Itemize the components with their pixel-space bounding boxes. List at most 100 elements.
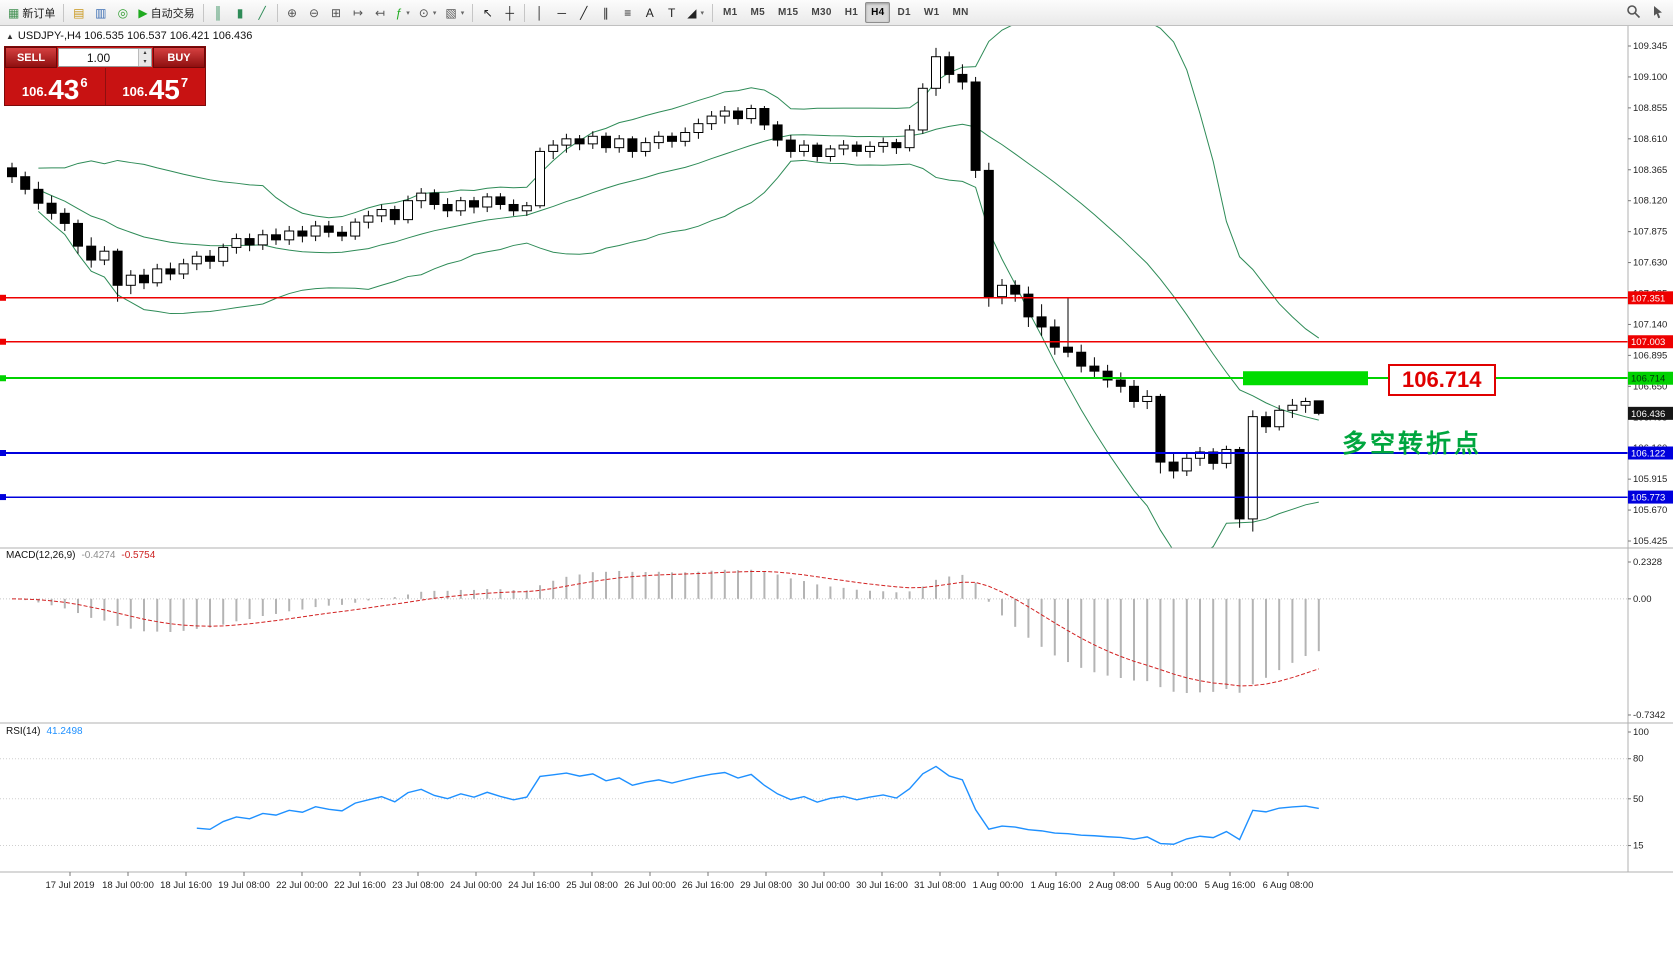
chevron-down-icon[interactable]: ▾ <box>406 9 410 17</box>
symbol-search-button[interactable] <box>1622 2 1645 23</box>
pivot-highlight-rect[interactable] <box>1243 371 1368 386</box>
crosshair-icon: ┼ <box>505 5 514 20</box>
toolbar: ▦ 新订单 ▤ ▥ ◎ ▶ 自动交易 ║ ▮ ╱ ⊕ ⊖ ⊞ ↦ ↤ ƒ ▾ ⊙ ▾ ▧ ▾ ↖ ┼ │ ─ ╱ ∥ ≡ A T ◢ ▾ M1 M… <box>0 0 1673 26</box>
timeframe-m15-button[interactable]: M15 <box>777 7 799 18</box>
navigator-button[interactable]: ◎ <box>112 2 133 23</box>
price-tick-label: 105.670 <box>1633 505 1667 516</box>
fibonacci-button[interactable]: ≡ <box>617 2 638 23</box>
macd-scale[interactable]: 0.2328 0.00 -0.7342 <box>1628 557 1665 721</box>
chevron-down-icon[interactable]: ▾ <box>460 9 465 17</box>
data-window-icon: ▥ <box>95 5 107 20</box>
data-window-button[interactable]: ▥ <box>90 2 111 23</box>
indicators-button[interactable]: ƒ ▾ <box>392 2 414 23</box>
chart-shift-button[interactable]: ↤ <box>370 2 391 23</box>
price-tag-resistance-2[interactable]: 107.003 <box>1628 335 1673 349</box>
bar-chart-button[interactable]: ║ <box>208 2 229 23</box>
buy-price-pips: 45 <box>148 74 180 105</box>
trendline-button[interactable]: ╱ <box>573 2 594 23</box>
price-tick-label: 108.610 <box>1633 134 1667 145</box>
sell-button[interactable]: SELL <box>5 47 57 68</box>
toolbar-separator <box>276 3 278 22</box>
volume-stepper[interactable]: 1.00 ▴ ▾ <box>58 48 152 67</box>
equidistant-channel-icon: ∥ <box>602 5 609 20</box>
time-tick-label: 25 Jul 08:00 <box>566 880 618 891</box>
tile-windows-icon: ⊞ <box>331 5 342 20</box>
support-line-2-anchor[interactable] <box>0 494 6 501</box>
arrows-button[interactable]: ◢ ▾ <box>683 2 708 23</box>
crosshair-button[interactable]: ┼ <box>499 2 520 23</box>
time-tick-label: 22 Jul 16:00 <box>334 880 386 891</box>
pivot-line-anchor[interactable] <box>0 375 6 382</box>
equidistant-channel-button[interactable]: ∥ <box>595 2 616 23</box>
price-tick-label: 108.855 <box>1633 103 1667 114</box>
sell-price-prefix: 106. <box>21 84 48 99</box>
horizontal-line-button[interactable]: ─ <box>551 2 572 23</box>
timeframe-h4-button[interactable]: H4 <box>865 2 891 23</box>
market-watch-button[interactable]: ▤ <box>68 2 89 23</box>
line-chart-button[interactable]: ╱ <box>252 2 273 23</box>
resistance-line-1-anchor[interactable] <box>0 294 6 301</box>
buy-price[interactable]: 106. 45 7 <box>106 68 206 105</box>
support-line-1-anchor[interactable] <box>0 450 6 457</box>
text-label-button[interactable]: T <box>661 2 682 23</box>
market-watch-icon: ▤ <box>73 5 85 20</box>
sell-price[interactable]: 106. 43 6 <box>5 68 105 105</box>
quick-navigation-button[interactable] <box>1647 2 1669 23</box>
price-tick-label: 108.120 <box>1633 196 1667 207</box>
buy-button[interactable]: BUY <box>153 47 205 68</box>
price-tag-pivot[interactable]: 106.714 <box>1628 371 1673 385</box>
time-tick-label: 30 Jul 00:00 <box>798 880 850 891</box>
time-scale[interactable]: 17 Jul 2019 18 Jul 00:00 18 Jul 16:00 19 Ju… <box>45 872 1313 891</box>
timeframe-d1-button[interactable]: D1 <box>897 7 911 18</box>
zoom-out-button[interactable]: ⊖ <box>304 2 325 23</box>
buy-price-point: 7 <box>180 75 189 90</box>
vertical-line-button[interactable]: │ <box>529 2 550 23</box>
turning-point-annotation[interactable]: 多空转折点 <box>1342 430 1483 458</box>
time-tick-label: 18 Jul 00:00 <box>102 880 154 891</box>
price-tag-resistance-1[interactable]: 107.351 <box>1628 291 1673 305</box>
volume-decrease-button[interactable]: ▾ <box>139 57 151 66</box>
price-tick-label: 109.100 <box>1633 72 1667 83</box>
price-tick-label: 106.650 <box>1633 381 1667 392</box>
candlestick-chart-button[interactable]: ▮ <box>230 2 251 23</box>
timeframe-m1-button[interactable]: M1 <box>722 7 738 18</box>
time-tick-label: 24 Jul 00:00 <box>450 880 502 891</box>
chevron-down-icon[interactable]: ▾ <box>432 9 437 17</box>
macd-title: MACD(12,26,9) <box>6 550 76 561</box>
price-tick-label: 106.895 <box>1633 350 1667 361</box>
time-tick-label: 2 Aug 08:00 <box>1089 880 1140 891</box>
volume-increase-button[interactable]: ▴ <box>139 49 151 58</box>
resistance-line-2-anchor[interactable] <box>0 338 6 345</box>
templates-button[interactable]: ▧ ▾ <box>441 2 468 23</box>
pivot-price-callout[interactable]: 106.714 <box>1388 364 1496 396</box>
zoom-in-button[interactable]: ⊕ <box>282 2 303 23</box>
text-label-icon: T <box>668 5 676 20</box>
tile-windows-button[interactable]: ⊞ <box>326 2 347 23</box>
chart-area: 109.345 109.100 108.855 108.610 108.365 108.1… <box>0 26 1673 953</box>
current-price-tag[interactable]: 106.436 <box>1628 406 1673 420</box>
svg-text:107.351: 107.351 <box>1631 293 1665 304</box>
indicators-icon: ƒ <box>395 5 403 20</box>
timeframe-m30-button[interactable]: M30 <box>811 7 832 18</box>
cursor-button[interactable]: ↖ <box>477 2 498 23</box>
toolbar-separator <box>472 3 474 22</box>
line-chart-icon: ╱ <box>258 5 266 20</box>
periods-button[interactable]: ⊙ ▾ <box>415 2 441 23</box>
timeframe-w1-button[interactable]: W1 <box>923 7 940 18</box>
rsi-line <box>196 765 1319 845</box>
chevron-down-icon[interactable]: ▾ <box>700 9 704 17</box>
autotrading-button[interactable]: ▶ 自动交易 <box>134 2 198 23</box>
text-button[interactable]: A <box>639 2 660 23</box>
timeframe-h1-button[interactable]: H1 <box>844 7 859 18</box>
new-order-button[interactable]: ▦ 新订单 <box>4 2 59 23</box>
auto-scroll-button[interactable]: ↦ <box>348 2 369 23</box>
timeframe-mn-button[interactable]: MN <box>952 7 969 18</box>
volume-value[interactable]: 1.00 <box>86 50 111 65</box>
volume-spinner: ▴ ▾ <box>138 49 151 66</box>
price-tag-support-2[interactable]: 105.773 <box>1628 490 1673 504</box>
toolbar-right-group <box>1622 2 1669 23</box>
rsi-scale[interactable]: 100 80 50 15 <box>1628 727 1649 852</box>
timeframe-m5-button[interactable]: M5 <box>750 7 765 18</box>
time-tick-label: 26 Jul 16:00 <box>682 880 734 891</box>
price-tag-support-1[interactable]: 106.122 <box>1628 446 1673 460</box>
